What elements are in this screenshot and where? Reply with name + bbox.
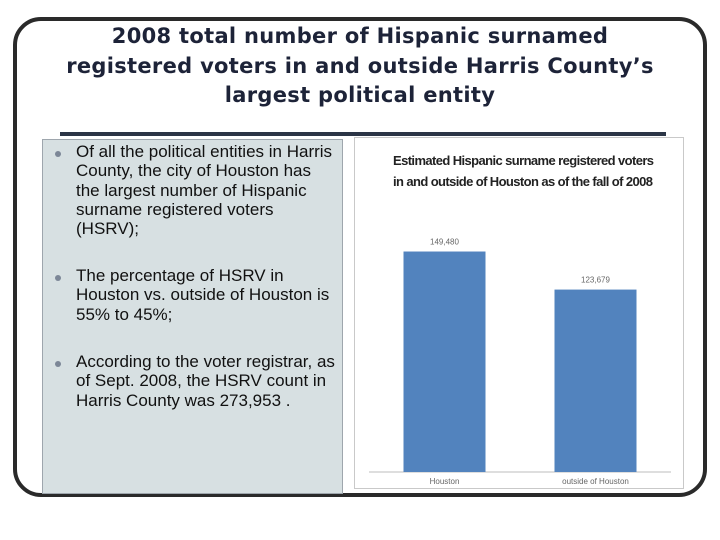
- bar-1: [403, 251, 486, 472]
- bullet-text: Of all the political entities in Harris …: [76, 142, 333, 239]
- bullet-panel: Of all the political entities in Harris …: [42, 139, 343, 494]
- chart-panel: Estimated Hispanic surname registered vo…: [354, 137, 684, 489]
- category-label-2: outside of Houston: [562, 477, 629, 486]
- bar-2: [554, 289, 637, 472]
- category-label-1: Houston: [430, 477, 460, 486]
- bullet-text: According to the voter registrar, as of …: [76, 352, 335, 410]
- bullet-dot-icon: [55, 151, 61, 157]
- slide-title: 2008 total number of Hispanic surnamed r…: [66, 24, 654, 107]
- title-divider: [60, 132, 666, 136]
- chart-title: Estimated Hispanic surname registered vo…: [393, 153, 654, 189]
- bar-chart: 149,480 Houston 123,679 outside of Houston: [369, 238, 671, 486]
- data-label-2: 123,679: [581, 276, 610, 285]
- bullet-text: The percentage of HSRV in Houston vs. ou…: [76, 266, 330, 324]
- bullet-dot-icon: [55, 275, 61, 281]
- bullet-dot-icon: [55, 361, 61, 367]
- data-label-1: 149,480: [430, 238, 459, 247]
